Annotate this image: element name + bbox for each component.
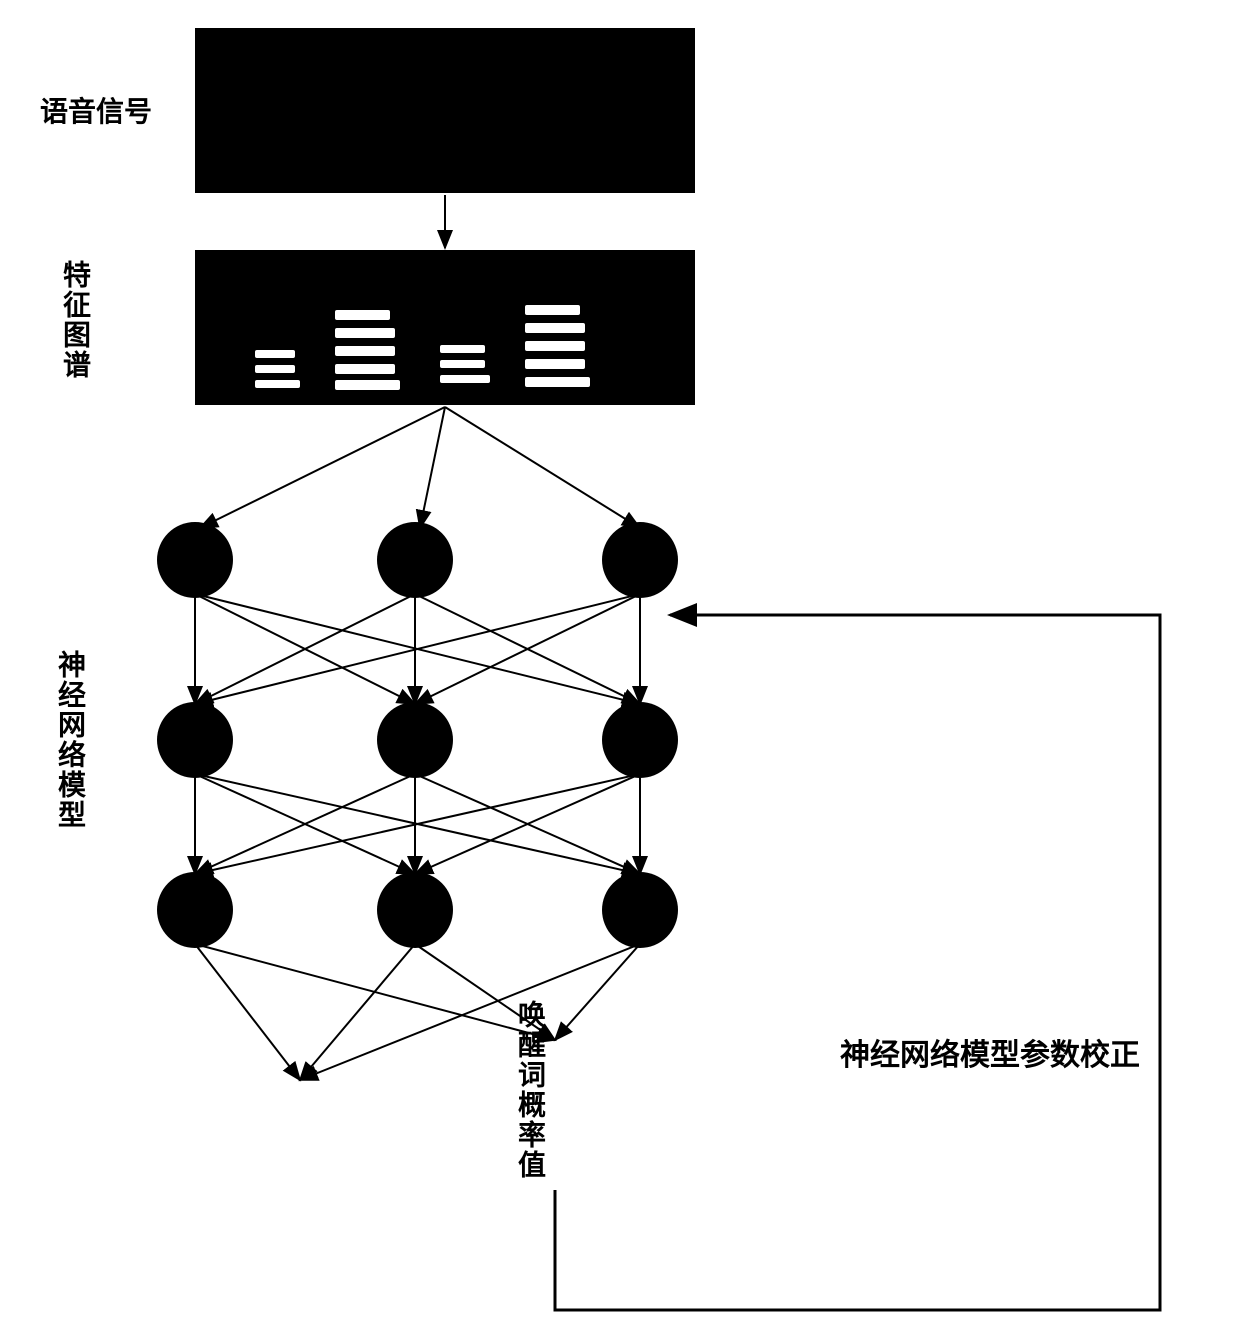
waveform-box xyxy=(195,28,695,193)
nn-node xyxy=(157,872,233,948)
spectrogram-band xyxy=(525,341,585,351)
spectrogram-band xyxy=(525,305,580,315)
spectrogram-band xyxy=(335,380,400,390)
spectrogram-band xyxy=(255,350,295,358)
spectrogram-band xyxy=(525,359,585,369)
nn-node xyxy=(602,702,678,778)
spectrogram-band xyxy=(335,346,395,356)
spectrogram-band xyxy=(440,345,485,353)
label-speech-signal: 语音信号 xyxy=(40,90,152,130)
spectrogram-band xyxy=(335,310,390,320)
spectrogram-band xyxy=(440,375,490,383)
spectrogram-band xyxy=(440,360,485,368)
nn-node xyxy=(377,522,453,598)
nn-node xyxy=(377,872,453,948)
spectrogram-band xyxy=(255,365,295,373)
spectrogram-band xyxy=(525,377,590,387)
spectrogram-box xyxy=(195,250,695,405)
label-feature-map: 特征图谱 xyxy=(55,260,95,380)
nn-node xyxy=(602,522,678,598)
label-wake-prob: 唤醒词概率值 xyxy=(510,1000,550,1180)
diagram-overlay xyxy=(0,0,1240,1340)
nn-node xyxy=(157,522,233,598)
spectrogram-band xyxy=(335,328,395,338)
nn-node xyxy=(602,872,678,948)
nn-node xyxy=(157,702,233,778)
nn-node xyxy=(377,702,453,778)
label-nn-model: 神经网络模型 xyxy=(50,650,90,830)
spectrogram-band xyxy=(525,323,585,333)
spectrogram-band xyxy=(255,380,300,388)
label-param-correct: 神经网络模型参数校正 xyxy=(840,1030,1140,1074)
spectrogram-band xyxy=(335,364,395,374)
